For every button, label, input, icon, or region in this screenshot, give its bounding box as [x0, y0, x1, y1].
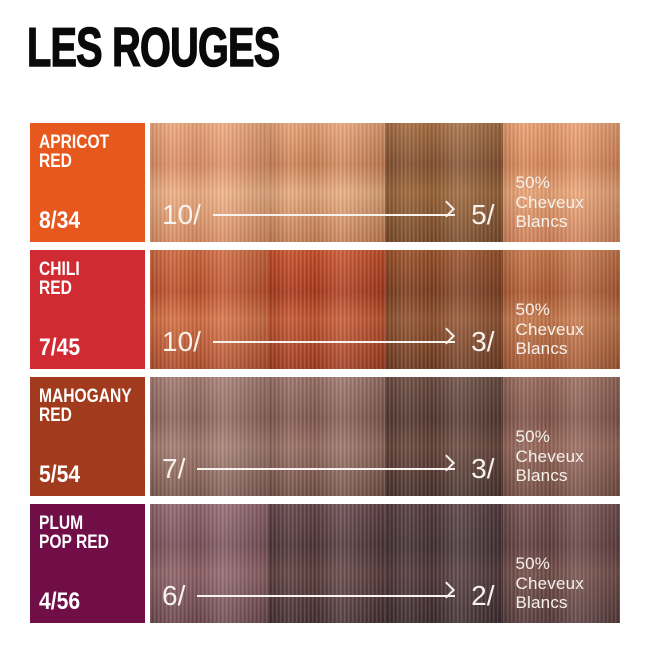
hair-swatch — [267, 504, 385, 623]
swatch-strip: 10/ 5/ 50% Cheveux Blancs — [150, 123, 620, 242]
page-title: LES ROUGES — [26, 16, 280, 78]
hair-swatch — [502, 377, 620, 496]
arrow-right-icon — [197, 595, 456, 597]
shade-code: 7/45 — [39, 334, 81, 361]
hair-swatch — [385, 123, 503, 242]
hair-swatch — [150, 377, 268, 496]
hair-swatch — [385, 504, 503, 623]
end-level: 2/ — [471, 580, 495, 611]
hair-swatch — [150, 504, 268, 623]
arrow-right-icon — [212, 214, 456, 216]
start-level: 7/ — [162, 453, 186, 484]
shade-name: PLUM POP RED — [39, 513, 109, 553]
shade-row-plum-pop-red: PLUM POP RED 4/56 6/ 2/ 50% Cheveux Blan… — [30, 504, 620, 623]
shade-row-mahogany-red: MAHOGANY RED 5/54 7/ 3/ 50% Cheveux Blan… — [30, 377, 620, 496]
arrow-right-icon — [197, 468, 456, 470]
start-level: 6/ — [162, 580, 186, 611]
shade-label: PLUM POP RED 4/56 — [30, 504, 145, 623]
shade-name: MAHOGANY RED — [39, 386, 132, 426]
shade-row-chili-red: CHILI RED 7/45 10/ 3/ 50% Cheveux Blancs — [30, 250, 620, 369]
shade-code: 4/56 — [39, 588, 81, 615]
shade-label: CHILI RED 7/45 — [30, 250, 145, 369]
grey-coverage-note: 50% Cheveux Blancs — [515, 554, 584, 612]
level-range: 6/ 2/ — [150, 582, 503, 610]
level-range: 10/ 5/ — [150, 201, 503, 229]
swatch-strip: 10/ 3/ 50% Cheveux Blancs — [150, 250, 620, 369]
hair-swatch — [267, 377, 385, 496]
hair-swatch — [385, 250, 503, 369]
hair-swatch — [150, 123, 268, 242]
hair-swatch — [267, 250, 385, 369]
end-level: 3/ — [471, 453, 495, 484]
level-range: 7/ 3/ — [150, 455, 503, 483]
shade-code: 5/54 — [39, 461, 81, 488]
shade-code: 8/34 — [39, 207, 81, 234]
swatch-strip: 6/ 2/ 50% Cheveux Blancs — [150, 504, 620, 623]
shade-label: MAHOGANY RED 5/54 — [30, 377, 145, 496]
grey-coverage-note: 50% Cheveux Blancs — [515, 427, 584, 485]
hair-swatch — [385, 377, 503, 496]
shade-row-apricot-red: APRICOT RED 8/34 10/ 5/ 50% Cheveux Blan… — [30, 123, 620, 242]
end-level: 3/ — [471, 326, 495, 357]
start-level: 10/ — [162, 326, 201, 357]
hair-swatch — [502, 250, 620, 369]
hair-swatch — [150, 250, 268, 369]
shade-name: APRICOT RED — [39, 132, 110, 172]
grey-coverage-note: 50% Cheveux Blancs — [515, 173, 584, 231]
level-range: 10/ 3/ — [150, 328, 503, 356]
shade-name: CHILI RED — [39, 259, 80, 299]
arrow-right-icon — [212, 341, 456, 343]
shade-label: APRICOT RED 8/34 — [30, 123, 145, 242]
swatch-strip: 7/ 3/ 50% Cheveux Blancs — [150, 377, 620, 496]
shade-chart-grid: APRICOT RED 8/34 10/ 5/ 50% Cheveux Blan… — [30, 123, 620, 631]
hair-swatch — [502, 504, 620, 623]
start-level: 10/ — [162, 199, 201, 230]
grey-coverage-note: 50% Cheveux Blancs — [515, 300, 584, 358]
hair-swatch — [502, 123, 620, 242]
end-level: 5/ — [471, 199, 495, 230]
hair-swatch — [267, 123, 385, 242]
